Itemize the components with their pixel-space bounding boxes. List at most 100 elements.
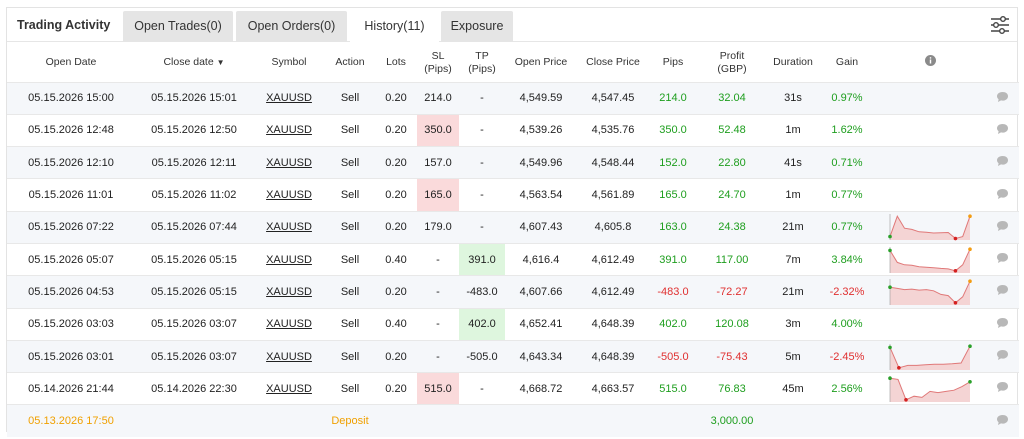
symbol-link[interactable]: XAUUSD	[266, 382, 312, 395]
cell-empty	[459, 404, 505, 438]
comment-icon[interactable]	[996, 317, 1009, 332]
cell-action: Sell	[325, 210, 375, 244]
cell-close-date-value: 05.15.2026 11:02	[151, 189, 237, 202]
tab-open-trades[interactable]: Open Trades(0)	[123, 11, 233, 42]
cell-sl: 165.0	[417, 178, 459, 212]
header-duration[interactable]: Duration	[767, 44, 819, 82]
symbol-link[interactable]: XAUUSD	[266, 350, 312, 363]
cell-comment[interactable]	[985, 113, 1019, 147]
sliders-icon[interactable]	[989, 14, 1011, 36]
comment-icon[interactable]	[996, 284, 1009, 299]
header-open-price[interactable]: Open Price	[505, 44, 577, 82]
symbol-link[interactable]: XAUUSD	[266, 221, 312, 234]
cell-comment[interactable]	[985, 404, 1019, 438]
header-pips[interactable]: Pips	[649, 44, 697, 82]
cell-close-date-value: 05.15.2026 05:15	[151, 253, 237, 266]
header-tp[interactable]: TP (Pips)	[459, 44, 505, 82]
tab-history[interactable]: History(11)	[350, 11, 439, 42]
table-row[interactable]: 05.15.2026 12:10 05.15.2026 12:11 XAUUSD Se…	[7, 146, 1019, 179]
table-row[interactable]: 05.15.2026 04:53 05.15.2026 05:15 XAUUSD Se…	[7, 275, 1019, 309]
cell-gain: 1.62%	[819, 113, 875, 147]
header-open-date[interactable]: Open Date	[7, 44, 135, 82]
header-label: Lots	[386, 56, 406, 69]
table-row[interactable]: 05.15.2026 03:01 05.15.2026 03:07 XAUUSD Se…	[7, 339, 1019, 373]
table-header: Open Date Close date ▼ Symbol Action Lot…	[7, 44, 1019, 82]
tab-exposure[interactable]: Exposure	[441, 11, 513, 42]
cell-comment[interactable]	[985, 146, 1019, 179]
sparkline-start-marker	[888, 376, 892, 380]
info-icon[interactable]	[924, 55, 936, 67]
header-label: Close date	[163, 56, 214, 69]
symbol-link[interactable]: XAUUSD	[266, 189, 312, 202]
cell-close-price-value: 4,663.57	[591, 382, 635, 395]
cell-comment[interactable]	[985, 178, 1019, 212]
header-gain[interactable]: Gain	[819, 44, 875, 82]
comment-icon[interactable]	[996, 220, 1009, 235]
cell-open-price: 4,549.59	[505, 81, 577, 115]
cell-comment[interactable]	[985, 242, 1019, 276]
header-symbol[interactable]: Symbol	[253, 44, 325, 82]
cell-tp: -	[459, 210, 505, 244]
cell-pips: -483.0	[649, 275, 697, 309]
cell-comment[interactable]	[985, 210, 1019, 244]
comment-icon[interactable]	[996, 123, 1009, 138]
table-row[interactable]: 05.15.2026 12:48 05.15.2026 12:50 XAUUSD Se…	[7, 113, 1019, 147]
header-lots[interactable]: Lots	[375, 44, 417, 82]
cell-action: Sell	[325, 307, 375, 341]
tab-open-orders[interactable]: Open Orders(0)	[236, 11, 347, 42]
cell-tp: -	[459, 81, 505, 115]
table-row[interactable]: 05.15.2026 11:01 05.15.2026 11:02 XAUUSD Se…	[7, 178, 1019, 212]
cell-comment[interactable]	[985, 307, 1019, 341]
table-row[interactable]: 05.14.2026 21:44 05.14.2026 22:30 XAUUSD Se…	[7, 372, 1019, 405]
table-row[interactable]: 05.15.2026 05:07 05.15.2026 05:15 XAUUSD Se…	[7, 242, 1019, 276]
cell-gain: 0.77%	[819, 210, 875, 244]
cell-pips: 515.0	[649, 372, 697, 405]
header-profit[interactable]: Profit (GBP)	[697, 44, 767, 82]
sort-desc-icon: ▼	[216, 58, 225, 68]
comment-icon[interactable]	[996, 252, 1009, 267]
table-row[interactable]: 05.15.2026 15:00 05.15.2026 15:01 XAUUSD Se…	[7, 81, 1019, 115]
symbol-link[interactable]: XAUUSD	[266, 253, 312, 266]
header-label: Duration	[773, 56, 813, 69]
header-info[interactable]	[875, 44, 985, 82]
cell-tp-value: -483.0	[466, 285, 498, 298]
cell-open-price-value: 4,607.43	[519, 221, 563, 234]
header-action[interactable]: Action	[325, 44, 375, 82]
cell-tp: -483.0	[459, 275, 505, 309]
comment-icon[interactable]	[996, 381, 1009, 396]
symbol-link[interactable]: XAUUSD	[266, 124, 312, 137]
cell-sl: 157.0	[417, 146, 459, 179]
comment-icon[interactable]	[996, 349, 1009, 364]
cell-comment[interactable]	[985, 275, 1019, 309]
deposit-row[interactable]: 05.13.2026 17:50 Deposit 3,000.00	[7, 404, 1019, 438]
table-row[interactable]: 05.15.2026 07:22 05.15.2026 07:44 XAUUSD Se…	[7, 210, 1019, 244]
cell-gain: 0.71%	[819, 146, 875, 179]
cell-profit-value: 52.48	[718, 124, 746, 137]
cell-sl-value: 157.0	[424, 156, 452, 169]
comment-icon[interactable]	[996, 414, 1009, 429]
panel-title: Trading Activity	[17, 18, 111, 32]
cell-gain: 4.00%	[819, 307, 875, 341]
cell-gain-value: -2.45%	[829, 350, 865, 363]
header-close-price[interactable]: Close Price	[577, 44, 649, 82]
cell-profit-value: 24.70	[718, 189, 746, 202]
comment-icon[interactable]	[996, 155, 1009, 170]
symbol-link[interactable]: XAUUSD	[266, 156, 312, 169]
cell-profit-value: 117.00	[715, 253, 749, 266]
comment-icon[interactable]	[996, 91, 1009, 106]
symbol-link[interactable]: XAUUSD	[266, 285, 312, 298]
cell-open-price: 4,607.66	[505, 275, 577, 309]
cell-comment[interactable]	[985, 372, 1019, 405]
cell-close-date: 05.15.2026 11:02	[135, 178, 253, 212]
header-close-date[interactable]: Close date ▼	[135, 44, 253, 82]
cell-duration-value: 31s	[784, 92, 802, 105]
cell-comment[interactable]	[985, 81, 1019, 115]
symbol-link[interactable]: XAUUSD	[266, 318, 312, 331]
symbol-link[interactable]: XAUUSD	[266, 92, 312, 105]
cell-lots: 0.20	[375, 275, 417, 309]
comment-icon[interactable]	[996, 188, 1009, 203]
table-row[interactable]: 05.15.2026 03:03 05.15.2026 03:07 XAUUSD Se…	[7, 307, 1019, 341]
header-sl[interactable]: SL (Pips)	[417, 44, 459, 82]
cell-comment[interactable]	[985, 339, 1019, 373]
cell-lots-value: 0.20	[385, 92, 407, 105]
